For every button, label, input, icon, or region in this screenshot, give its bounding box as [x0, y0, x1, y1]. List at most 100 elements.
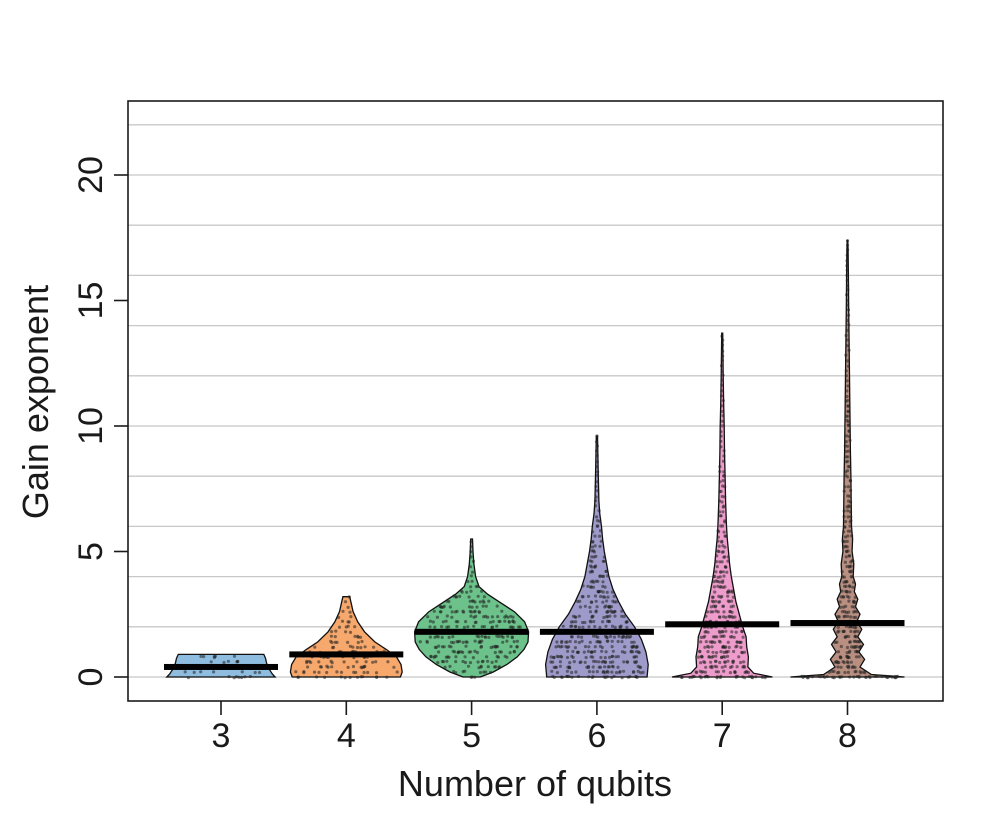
data-point [591, 585, 596, 589]
data-point [846, 359, 850, 363]
data-point [836, 625, 840, 629]
data-point [305, 660, 309, 665]
data-point [760, 675, 765, 680]
data-point [610, 670, 614, 674]
data-point [854, 629, 858, 633]
data-point [374, 660, 378, 664]
data-point [844, 555, 848, 559]
data-point [703, 660, 707, 665]
data-point [581, 620, 585, 625]
data-point [565, 655, 570, 660]
data-point [450, 610, 454, 614]
data-point [718, 660, 722, 665]
data-point [601, 620, 605, 624]
data-point [469, 545, 473, 549]
data-point [709, 605, 713, 609]
data-point [601, 595, 606, 599]
data-point [715, 554, 719, 558]
data-point [612, 594, 616, 599]
data-point [476, 594, 480, 598]
data-point [317, 660, 321, 664]
data-point [294, 670, 298, 674]
data-point [511, 625, 515, 630]
data-point [570, 635, 574, 639]
data-point [594, 599, 598, 603]
data-point [741, 675, 745, 679]
data-point [848, 649, 852, 653]
data-point [722, 669, 726, 673]
data-point [570, 670, 574, 675]
data-point [836, 665, 840, 669]
data-point [742, 660, 746, 664]
data-point [302, 670, 306, 674]
data-point [845, 645, 850, 650]
data-point [486, 659, 490, 663]
data-point [494, 665, 498, 669]
data-point [731, 590, 735, 594]
data-point [489, 645, 493, 650]
data-point [740, 629, 744, 634]
data-point [720, 419, 724, 423]
data-point [844, 399, 848, 403]
data-point [621, 635, 625, 639]
data-point [720, 404, 724, 408]
data-point [583, 645, 588, 649]
data-point [333, 635, 337, 639]
data-point [845, 303, 850, 307]
data-point [477, 635, 481, 639]
data-point [586, 584, 590, 588]
data-point [636, 669, 640, 674]
data-point [710, 666, 714, 670]
data-point [598, 644, 603, 648]
data-point [583, 620, 587, 625]
data-point [240, 675, 244, 680]
data-point [620, 614, 624, 618]
data-point [453, 650, 457, 654]
data-point [567, 665, 571, 669]
data-point [722, 530, 726, 534]
data-point [821, 674, 826, 679]
data-point [556, 644, 561, 648]
data-point [852, 599, 856, 603]
data-point [593, 499, 598, 503]
data-point [723, 520, 727, 524]
data-point [706, 644, 710, 649]
data-point [728, 609, 732, 614]
data-point [620, 609, 624, 613]
data-point [842, 580, 846, 584]
data-point [726, 559, 730, 563]
data-point [495, 624, 499, 628]
data-point [356, 675, 360, 679]
data-point [584, 655, 588, 660]
data-point [428, 635, 432, 639]
data-point [726, 555, 730, 559]
data-point [717, 544, 721, 548]
data-point [616, 665, 620, 669]
data-point [845, 379, 849, 383]
data-point [890, 675, 894, 679]
data-point [602, 615, 606, 620]
data-point [712, 580, 716, 584]
data-point [853, 649, 858, 654]
median-bar-5 [414, 628, 529, 635]
data-point [586, 666, 591, 670]
data-point [436, 660, 440, 665]
plot-frame [127, 100, 944, 702]
data-point [688, 675, 692, 680]
data-point [330, 661, 334, 665]
violins [165, 239, 905, 678]
data-point [317, 670, 321, 675]
data-point [583, 604, 587, 608]
data-point [581, 625, 585, 629]
data-point [574, 624, 578, 628]
data-point [434, 645, 438, 650]
data-point [609, 609, 613, 613]
data-point [591, 614, 595, 618]
data-point [581, 595, 585, 599]
data-point [842, 489, 846, 493]
data-point [335, 670, 339, 674]
data-point [568, 639, 572, 644]
data-point [847, 564, 852, 568]
data-point [593, 649, 597, 654]
data-point [559, 675, 564, 679]
